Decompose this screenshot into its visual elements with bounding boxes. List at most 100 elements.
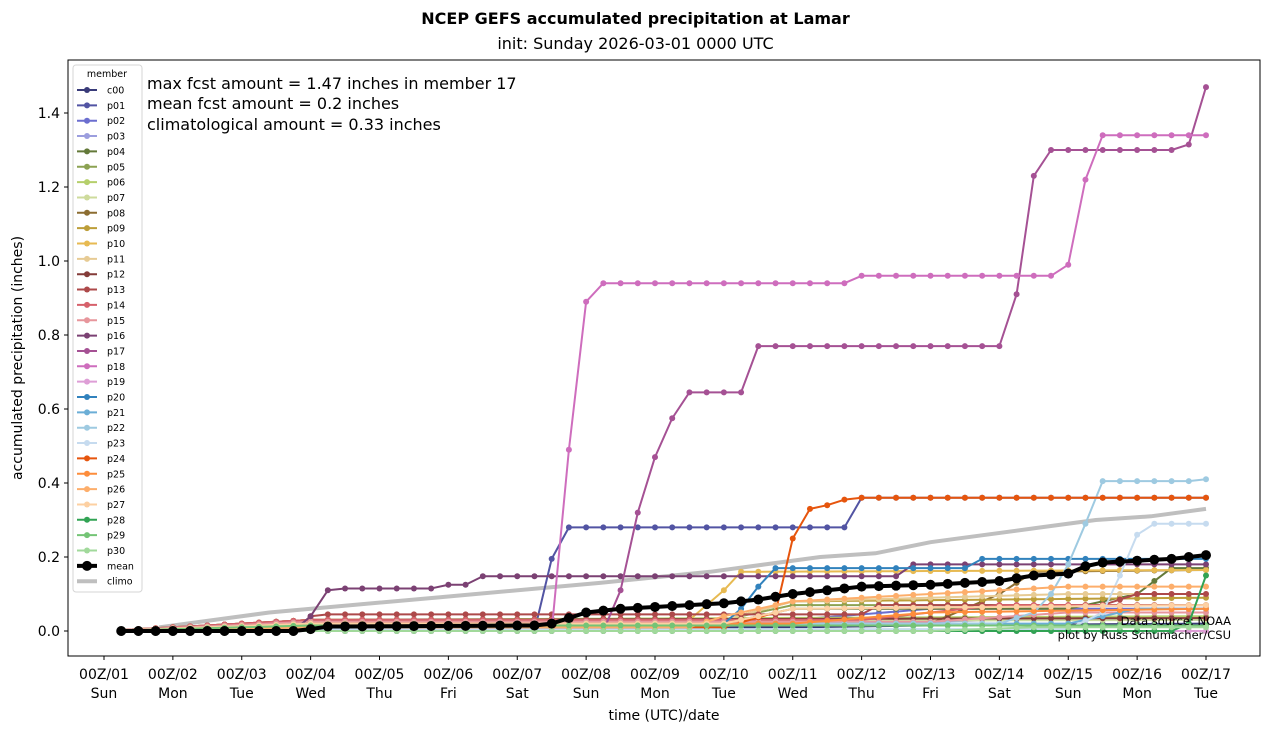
data-point-p01 bbox=[600, 524, 607, 531]
data-point-p26 bbox=[1099, 583, 1106, 590]
data-point-p16 bbox=[531, 573, 538, 580]
data-point-p30 bbox=[961, 626, 968, 633]
data-point-p24 bbox=[1099, 494, 1106, 501]
data-point-p29 bbox=[565, 622, 572, 629]
x-tick-label-time: 00Z/15 bbox=[1043, 667, 1093, 683]
data-point-p30 bbox=[927, 628, 934, 634]
y-tick-label: 1.0 bbox=[38, 254, 60, 270]
data-point-p27 bbox=[858, 605, 865, 612]
data-point-p10 bbox=[1185, 567, 1192, 574]
data-point-mean bbox=[202, 626, 213, 636]
data-point-p25 bbox=[875, 613, 882, 620]
data-point-p26 bbox=[772, 602, 779, 609]
data-point-mean bbox=[873, 581, 884, 592]
data-point-p22 bbox=[1168, 478, 1175, 485]
series-mean bbox=[116, 550, 1211, 636]
data-point-p26 bbox=[1065, 583, 1072, 590]
data-point-p24 bbox=[1082, 494, 1089, 501]
data-point-p26 bbox=[910, 591, 917, 598]
data-point-p26 bbox=[893, 592, 900, 599]
legend-swatch-marker bbox=[84, 240, 90, 247]
data-point-mean bbox=[219, 626, 230, 636]
data-point-p16 bbox=[755, 573, 762, 580]
data-point-p16 bbox=[497, 573, 504, 580]
data-point-p24 bbox=[858, 494, 865, 501]
data-point-p04 bbox=[1151, 578, 1158, 585]
data-point-p24 bbox=[1185, 494, 1192, 501]
data-point-p16 bbox=[772, 573, 779, 580]
data-point-p23 bbox=[1168, 520, 1175, 527]
legend-label: c00 bbox=[107, 86, 124, 97]
data-point-p11 bbox=[1030, 591, 1037, 598]
data-point-p27 bbox=[961, 604, 968, 611]
data-point-p01 bbox=[738, 524, 745, 531]
legend-swatch-marker bbox=[84, 271, 90, 278]
legend-swatch-marker bbox=[84, 87, 90, 93]
data-point-p18 bbox=[772, 280, 779, 287]
data-point-p26 bbox=[841, 595, 848, 602]
data-point-p26 bbox=[1185, 583, 1192, 590]
data-point-p13 bbox=[1134, 591, 1141, 597]
data-point-p18 bbox=[875, 272, 882, 279]
data-point-p24 bbox=[841, 496, 848, 503]
legend-entry-p22: p22 bbox=[77, 423, 125, 434]
data-point-mean bbox=[736, 596, 747, 607]
data-point-p30 bbox=[1099, 624, 1106, 631]
data-point-p18 bbox=[755, 280, 762, 287]
data-point-p13 bbox=[1168, 591, 1175, 597]
data-point-p26 bbox=[824, 596, 831, 603]
legend-entry-climo: climo bbox=[77, 577, 133, 588]
data-point-p20 bbox=[806, 565, 813, 572]
data-point-p20 bbox=[893, 565, 900, 572]
data-point-p22 bbox=[1151, 478, 1158, 485]
legend-label: p23 bbox=[107, 439, 125, 450]
legend-entry-p16: p16 bbox=[77, 331, 125, 342]
data-point-mean bbox=[650, 601, 660, 612]
legend-swatch-marker bbox=[84, 378, 90, 385]
data-point-p11 bbox=[1082, 591, 1089, 597]
data-point-p17 bbox=[927, 343, 934, 350]
legend-title: member bbox=[87, 69, 127, 80]
legend-label: p02 bbox=[107, 116, 125, 127]
legend-entry-p29: p29 bbox=[77, 531, 125, 542]
data-point-p20 bbox=[910, 565, 917, 572]
data-point-p26 bbox=[738, 609, 745, 616]
data-point-p27 bbox=[789, 605, 796, 612]
data-point-p01 bbox=[772, 524, 779, 531]
data-point-mean bbox=[1011, 573, 1022, 584]
data-point-p29 bbox=[927, 622, 934, 629]
data-point-p18 bbox=[1134, 132, 1141, 139]
data-point-p25 bbox=[841, 616, 848, 623]
data-point-p11 bbox=[1065, 591, 1072, 597]
data-point-p26 bbox=[1168, 583, 1175, 590]
data-point-mean bbox=[753, 594, 764, 605]
data-point-p17 bbox=[1030, 172, 1037, 179]
legend-entry-p10: p10 bbox=[77, 239, 125, 250]
data-point-mean bbox=[1028, 570, 1039, 581]
data-point-p01 bbox=[686, 524, 693, 531]
data-point-p20 bbox=[875, 565, 882, 572]
data-point-mean bbox=[684, 600, 695, 611]
data-point-p18 bbox=[617, 280, 624, 287]
data-point-p26 bbox=[1030, 585, 1037, 592]
data-point-p17 bbox=[824, 343, 831, 350]
data-point-p15 bbox=[979, 615, 986, 622]
legend-label: p19 bbox=[107, 377, 125, 388]
data-point-mean bbox=[512, 620, 523, 631]
data-point-p27 bbox=[1013, 603, 1020, 610]
data-point-mean bbox=[942, 578, 953, 589]
data-point-mean bbox=[150, 626, 161, 636]
data-point-p18 bbox=[565, 446, 572, 453]
data-point-p16 bbox=[996, 561, 1003, 568]
data-point-p01 bbox=[548, 555, 555, 562]
legend-swatch-marker bbox=[84, 516, 90, 523]
data-point-p18 bbox=[634, 280, 641, 287]
data-point-mean bbox=[1149, 554, 1160, 565]
y-tick-label: 0.0 bbox=[38, 624, 60, 640]
data-point-mean bbox=[443, 620, 454, 631]
data-point-mean bbox=[667, 601, 678, 612]
data-point-p10 bbox=[720, 587, 727, 594]
data-point-p30 bbox=[583, 628, 590, 634]
data-point-p20 bbox=[858, 565, 865, 572]
data-point-mean bbox=[1183, 552, 1194, 562]
